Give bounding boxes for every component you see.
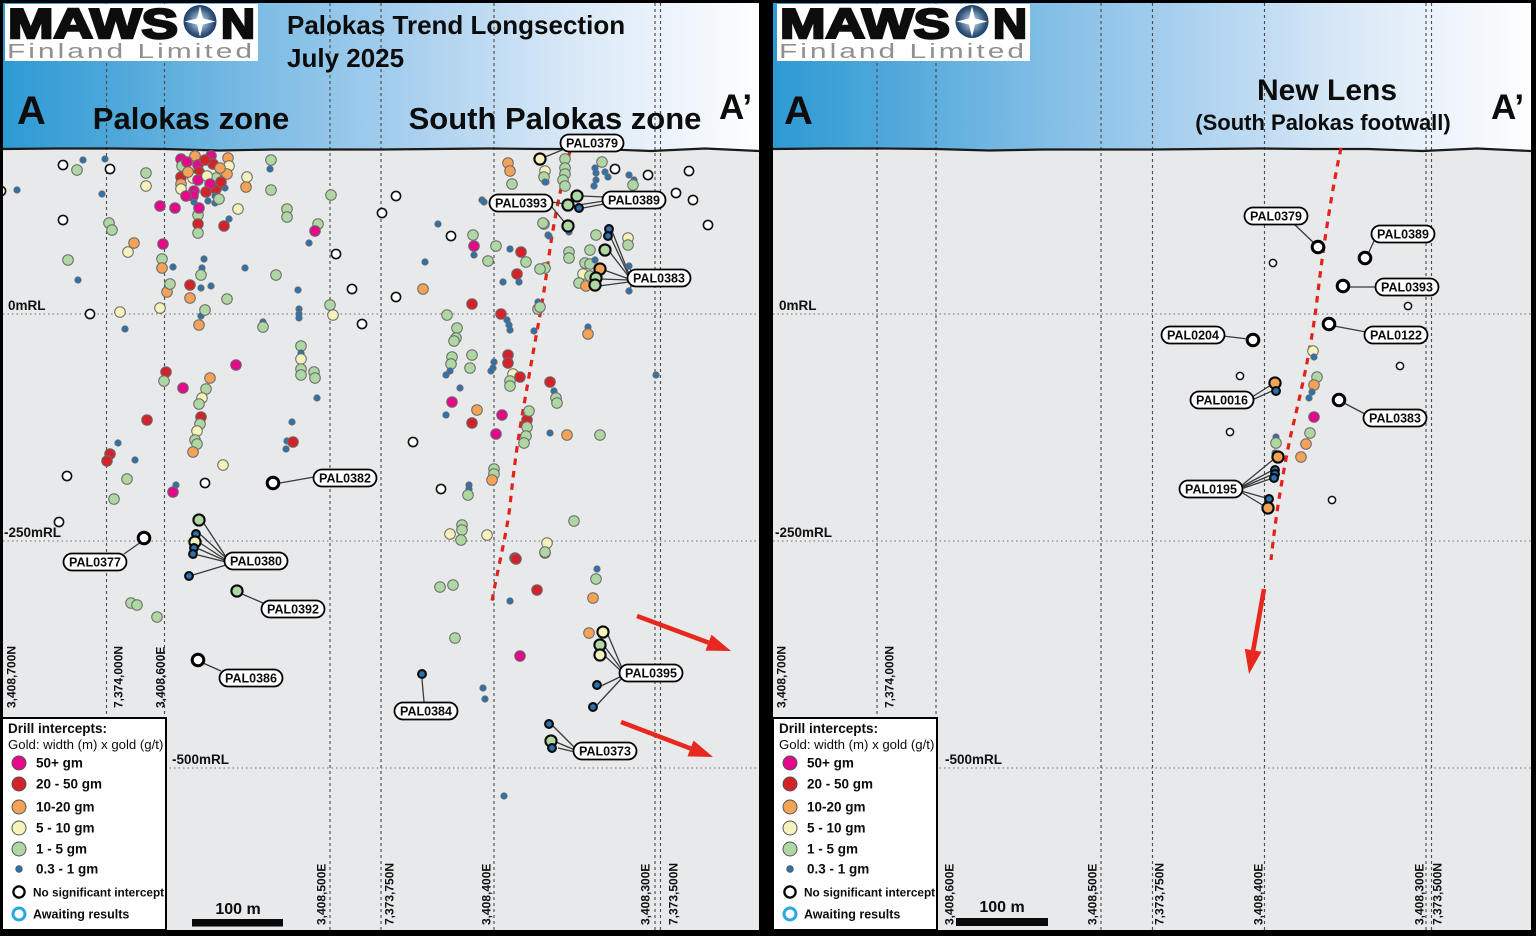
- svg-text:MAWS: MAWS: [8, 0, 178, 47]
- svg-text:PAL0195: PAL0195: [1185, 482, 1237, 496]
- svg-text:1 - 5 gm: 1 - 5 gm: [36, 842, 87, 857]
- svg-text:50+ gm: 50+ gm: [36, 756, 83, 771]
- svg-text:PAL0393: PAL0393: [495, 196, 547, 210]
- svg-text:0.3 - 1 gm: 0.3 - 1 gm: [807, 862, 869, 877]
- svg-text:PAL0384: PAL0384: [400, 704, 452, 718]
- svg-text:A’: A’: [1491, 88, 1524, 127]
- svg-text:Drill intercepts:: Drill intercepts:: [779, 721, 878, 736]
- svg-text:PAL0122: PAL0122: [1370, 328, 1422, 342]
- svg-text:(South Palokas footwall): (South Palokas footwall): [1195, 110, 1450, 135]
- svg-text:PAL0379: PAL0379: [1250, 209, 1302, 223]
- svg-text:3,408,700N: 3,408,700N: [5, 646, 19, 708]
- svg-text:Finland Limited: Finland Limited: [7, 41, 255, 63]
- svg-text:3,408,500E: 3,408,500E: [315, 864, 329, 925]
- svg-text:100 m: 100 m: [979, 899, 1024, 916]
- svg-text:July 2025: July 2025: [287, 43, 404, 73]
- svg-text:Gold: width (m) x gold (g/t): Gold: width (m) x gold (g/t): [779, 737, 934, 752]
- svg-text:MAWS: MAWS: [780, 0, 950, 47]
- svg-text:No significant intercept: No significant intercept: [33, 886, 164, 900]
- svg-text:-500mRL: -500mRL: [172, 752, 229, 767]
- svg-text:South Palokas zone: South Palokas zone: [409, 101, 702, 136]
- svg-text:Awaiting results: Awaiting results: [804, 908, 900, 922]
- svg-text:100 m: 100 m: [215, 901, 260, 918]
- svg-text:3,408,600E: 3,408,600E: [943, 864, 957, 925]
- svg-text:5 - 10 gm: 5 - 10 gm: [36, 821, 95, 836]
- svg-text:3,408,400E: 3,408,400E: [1252, 864, 1266, 925]
- svg-text:Drill intercepts:: Drill intercepts:: [8, 721, 107, 736]
- svg-text:PAL0016: PAL0016: [1196, 393, 1248, 407]
- svg-text:5 - 10 gm: 5 - 10 gm: [807, 821, 866, 836]
- svg-text:7,373,750N: 7,373,750N: [383, 863, 397, 925]
- svg-text:7,374,000N: 7,374,000N: [883, 646, 897, 708]
- svg-text:3,408,500E: 3,408,500E: [1086, 864, 1100, 925]
- svg-text:PAL0389: PAL0389: [1377, 227, 1429, 241]
- svg-text:PAL0395: PAL0395: [625, 666, 677, 680]
- svg-text:20 - 50 gm: 20 - 50 gm: [807, 777, 873, 792]
- svg-text:Finland Limited: Finland Limited: [779, 41, 1027, 63]
- svg-text:A: A: [17, 89, 46, 133]
- svg-text:10-20 gm: 10-20 gm: [36, 800, 95, 815]
- svg-text:3,408,600E: 3,408,600E: [154, 647, 168, 708]
- svg-text:PAL0383: PAL0383: [633, 271, 685, 285]
- svg-text:Palokas zone: Palokas zone: [93, 101, 289, 136]
- svg-text:3,408,300E: 3,408,300E: [639, 864, 653, 925]
- svg-text:0mRL: 0mRL: [8, 298, 46, 313]
- svg-text:Gold: width (m) x gold (g/t): Gold: width (m) x gold (g/t): [8, 737, 163, 752]
- svg-text:No significant intercept: No significant intercept: [804, 886, 935, 900]
- svg-text:Palokas Trend Longsection: Palokas Trend Longsection: [287, 10, 625, 40]
- svg-text:PAL0204: PAL0204: [1167, 328, 1219, 342]
- svg-text:A’: A’: [719, 88, 752, 127]
- svg-text:0mRL: 0mRL: [779, 298, 817, 313]
- svg-text:Awaiting results: Awaiting results: [33, 908, 129, 922]
- svg-text:3,408,300E: 3,408,300E: [1413, 864, 1427, 925]
- svg-text:PAL0383: PAL0383: [1369, 411, 1421, 425]
- svg-text:3,408,400E: 3,408,400E: [480, 864, 494, 925]
- svg-text:New Lens: New Lens: [1257, 74, 1397, 107]
- svg-text:PAL0373: PAL0373: [579, 744, 631, 758]
- svg-text:0.3 - 1 gm: 0.3 - 1 gm: [36, 862, 98, 877]
- svg-text:PAL0386: PAL0386: [225, 671, 277, 685]
- svg-text:-250mRL: -250mRL: [775, 525, 832, 540]
- svg-text:10-20 gm: 10-20 gm: [807, 800, 866, 815]
- svg-text:3,408,700N: 3,408,700N: [775, 646, 789, 708]
- svg-text:20 - 50 gm: 20 - 50 gm: [36, 777, 102, 792]
- svg-text:-250mRL: -250mRL: [4, 525, 61, 540]
- svg-text:7,373,500N: 7,373,500N: [1431, 863, 1445, 925]
- svg-text:50+ gm: 50+ gm: [807, 756, 854, 771]
- svg-text:PAL0382: PAL0382: [319, 471, 371, 485]
- svg-text:N: N: [993, 0, 1027, 47]
- svg-text:A: A: [784, 89, 813, 133]
- svg-text:-500mRL: -500mRL: [945, 752, 1002, 767]
- svg-text:7,373,500N: 7,373,500N: [667, 863, 681, 925]
- svg-text:PAL0392: PAL0392: [267, 602, 319, 616]
- svg-text:PAL0393: PAL0393: [1381, 280, 1433, 294]
- svg-text:7,374,000N: 7,374,000N: [112, 646, 126, 708]
- svg-text:PAL0379: PAL0379: [566, 136, 618, 150]
- svg-text:PAL0380: PAL0380: [230, 554, 282, 568]
- svg-text:7,373,750N: 7,373,750N: [1153, 863, 1167, 925]
- svg-text:PAL0389: PAL0389: [608, 193, 660, 207]
- svg-text:1 - 5 gm: 1 - 5 gm: [807, 842, 858, 857]
- svg-text:PAL0377: PAL0377: [69, 555, 121, 569]
- svg-text:N: N: [221, 0, 255, 47]
